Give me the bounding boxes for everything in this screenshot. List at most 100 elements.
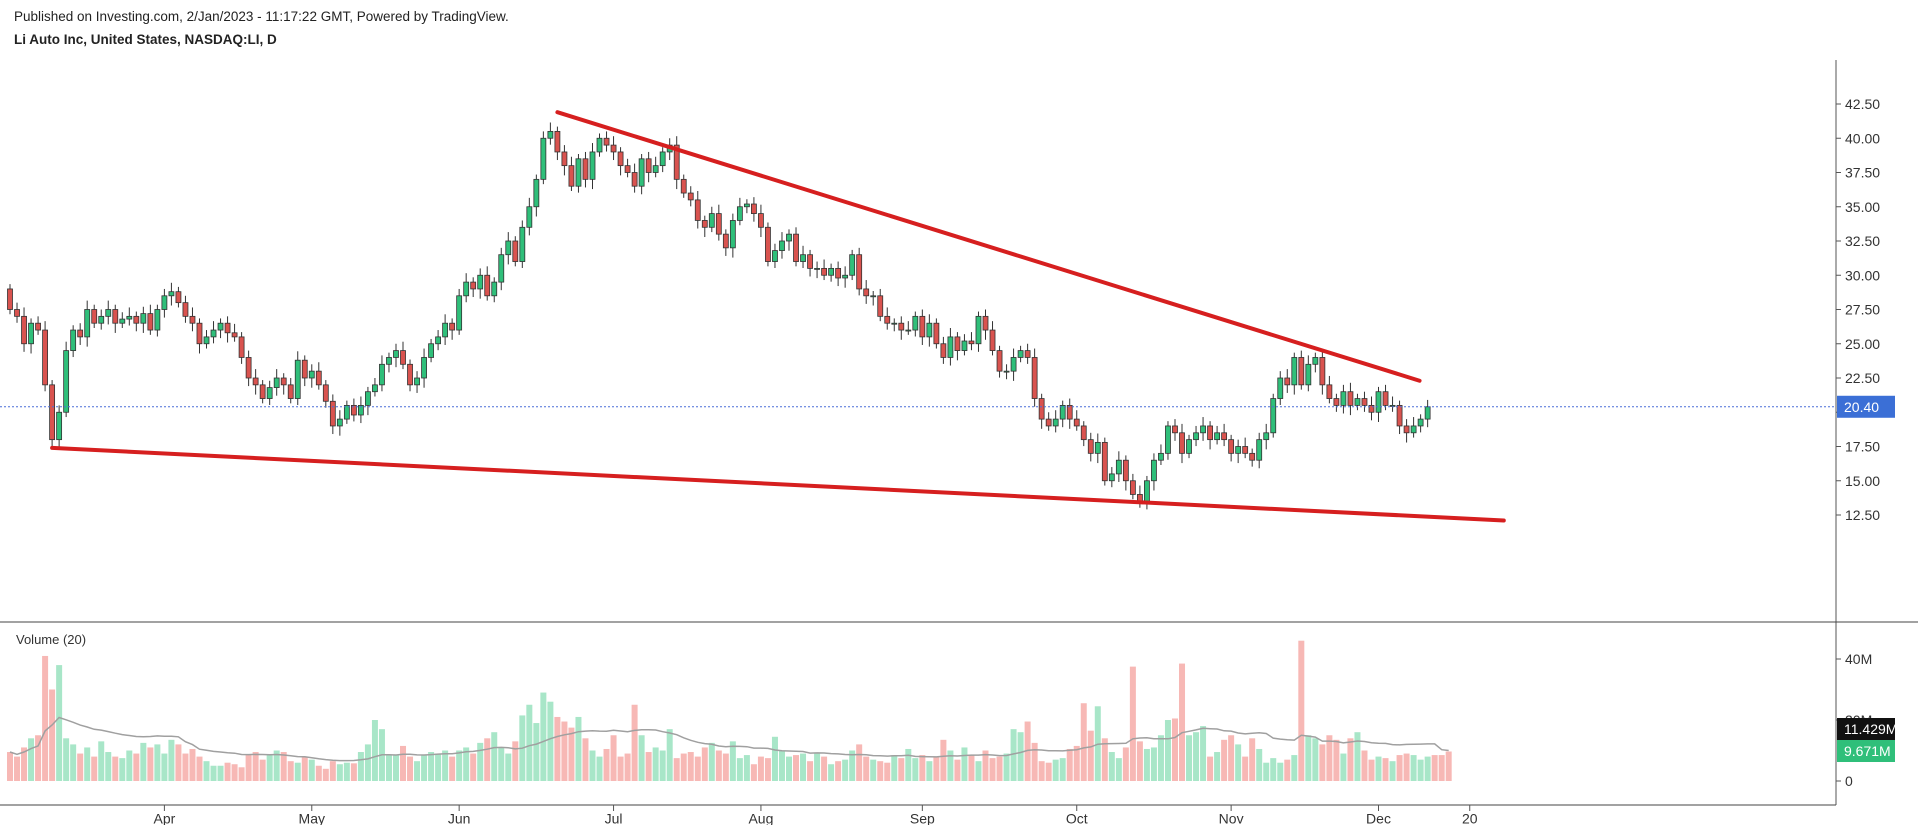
volume-indicator-label[interactable]: Volume (20) <box>16 632 86 647</box>
candle <box>1080 421 1087 447</box>
price-tick-label: 40.00 <box>1845 130 1880 146</box>
candle-body <box>393 350 399 358</box>
candle <box>561 145 568 176</box>
candle <box>849 249 856 281</box>
candle <box>301 355 308 387</box>
volume-bar <box>1017 732 1024 781</box>
volume-bar <box>91 756 98 781</box>
candle-body <box>765 226 771 262</box>
lower-trendline[interactable] <box>50 445 1506 523</box>
candle <box>1340 384 1347 414</box>
volume-bar <box>785 756 792 781</box>
candle-body <box>736 206 743 221</box>
candle <box>1024 343 1031 364</box>
candle <box>42 321 48 392</box>
candle-body <box>498 254 505 283</box>
candle <box>526 197 533 236</box>
candle-body <box>70 329 77 351</box>
candle-body <box>1179 432 1185 454</box>
volume-bar <box>743 755 750 781</box>
candle-body <box>1368 404 1375 413</box>
candle-body <box>624 165 631 173</box>
candle <box>1375 386 1382 422</box>
volume-bar <box>1024 721 1031 781</box>
candle <box>498 247 505 291</box>
candle-body <box>1038 398 1045 420</box>
volume-bar <box>477 742 484 781</box>
volume-tick-label: 40M <box>1845 651 1872 667</box>
candle-body <box>491 281 498 297</box>
candle <box>7 284 13 315</box>
candle <box>800 245 806 268</box>
candle <box>484 266 491 301</box>
candle <box>1052 410 1059 433</box>
candle-body <box>652 165 659 173</box>
candle-body <box>484 274 491 297</box>
candle <box>758 204 764 238</box>
candle-body <box>112 309 119 324</box>
candle <box>477 268 484 299</box>
volume-bar <box>645 752 652 781</box>
volume-bar <box>926 761 933 781</box>
volume-bar <box>294 762 301 781</box>
volume-bar <box>1143 748 1150 781</box>
candle-body <box>1284 377 1291 386</box>
volume-bar <box>989 758 996 781</box>
candle-body <box>477 274 484 290</box>
candle <box>175 286 182 308</box>
volume-bar <box>1312 738 1319 781</box>
volume-bar <box>1228 735 1235 781</box>
volume-bar <box>112 756 119 781</box>
volume-bar <box>35 735 42 781</box>
candle-body <box>428 343 434 358</box>
volume-bar <box>1284 759 1291 781</box>
candle <box>828 263 835 282</box>
volume-bar <box>1333 739 1340 781</box>
candle-body <box>1347 391 1354 406</box>
candle <box>245 350 252 387</box>
candle-body <box>863 288 870 297</box>
upper-trendline[interactable] <box>555 110 1422 383</box>
volume-bar <box>498 747 505 781</box>
candle <box>1186 434 1192 459</box>
candle <box>35 316 41 335</box>
volume-bar <box>533 723 540 781</box>
candle-body <box>379 363 385 386</box>
price-tick-label: 22.50 <box>1845 370 1880 386</box>
candle <box>554 126 561 161</box>
candle <box>1200 417 1206 441</box>
volume-bar <box>70 744 77 781</box>
candle <box>133 311 140 332</box>
candle <box>743 199 750 214</box>
volume-bar <box>133 753 140 781</box>
volume-bar <box>814 753 821 781</box>
candle <box>393 343 399 368</box>
candle <box>28 318 34 354</box>
candle <box>870 291 877 306</box>
candle <box>287 378 294 404</box>
time-tick-label: 20 <box>1462 810 1478 825</box>
volume-bar <box>554 716 561 781</box>
candle <box>729 213 736 258</box>
candle-body <box>1361 398 1368 406</box>
candle <box>1424 399 1431 428</box>
candle <box>1108 467 1115 488</box>
volume-bar <box>210 765 217 781</box>
candle-body <box>701 220 708 228</box>
candle <box>189 307 196 332</box>
trendlines[interactable] <box>50 110 1506 523</box>
price-tick-label: 32.50 <box>1845 233 1880 249</box>
candle-body <box>238 336 245 358</box>
candle <box>1354 393 1361 411</box>
candle <box>1207 421 1213 450</box>
candle <box>435 330 441 351</box>
candle <box>1038 393 1045 429</box>
volume-bar <box>933 756 940 781</box>
candle <box>1122 455 1129 491</box>
candle <box>1305 355 1312 392</box>
volume-bar <box>1003 753 1010 781</box>
candle <box>701 215 708 238</box>
volume-bar <box>687 752 694 781</box>
volume-bar <box>940 739 947 781</box>
